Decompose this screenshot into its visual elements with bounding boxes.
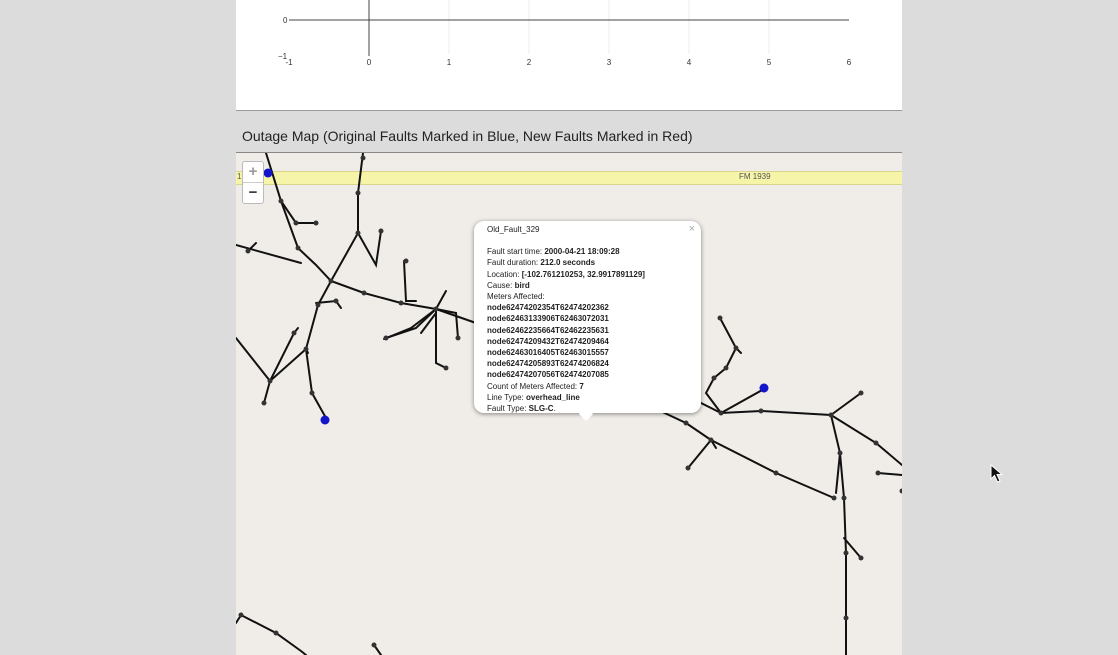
map-title: Outage Map (Original Faults Marked in Bl…	[242, 128, 693, 144]
popup-title: Old_Fault_329	[487, 225, 540, 234]
fault-popup: × Old_Fault_329 Fault start time: 2000-0…	[474, 221, 701, 422]
popup-linetype-row: Line Type: overhead_line	[487, 392, 691, 403]
line-type-label: Line Type:	[487, 392, 524, 402]
x-tick: 1	[447, 58, 452, 67]
road-fm-1939	[236, 171, 902, 185]
road-label-left: 19	[237, 172, 246, 181]
meter-item: node62474209432T62474209464	[487, 336, 609, 346]
fault-marker[interactable]	[759, 383, 769, 393]
x-tick: 3	[607, 58, 612, 67]
meter-item: node62463133906T62463072031	[487, 314, 609, 324]
popup-start-row: Fault start time: 2000-04-21 18:09:28	[487, 246, 691, 257]
popup-duration-row: Fault duration: 212.0 seconds	[487, 257, 691, 268]
chart-panel: 0 −1 -1 0 1 2 3 4 5 6	[236, 0, 902, 111]
close-icon[interactable]: ×	[688, 223, 695, 235]
duration-value: 212.0 seconds	[540, 258, 596, 268]
cause-value: bird	[514, 280, 530, 290]
x-tick: 2	[527, 58, 532, 67]
zoom-out-button[interactable]: −	[243, 182, 263, 203]
location-value: [-102.761210253, 32.9917891129]	[521, 269, 645, 279]
fault-marker[interactable]	[263, 168, 273, 178]
x-tick: 4	[687, 58, 692, 67]
fault-marker[interactable]	[320, 415, 330, 425]
count-value: 7	[579, 381, 584, 391]
chart-plot: 0 −1 -1 0 1 2 3 4 5 6	[278, 0, 852, 67]
line-type-value: overhead_line	[526, 392, 580, 402]
mouse-cursor-icon	[990, 464, 1004, 483]
popup-location-row: Location: [-102.761210253, 32.9917891129…	[487, 269, 691, 280]
y-tick-top: 0	[283, 16, 288, 25]
fault-type-suffix: .	[553, 404, 556, 414]
zoom-in-button[interactable]: +	[248, 163, 258, 180]
fault-type-label: Fault Type:	[487, 404, 527, 414]
location-label: Location:	[487, 269, 520, 279]
meter-item: node62474205893T62474206824	[487, 359, 609, 369]
road-label: FM 1939	[738, 172, 772, 181]
x-tick: 0	[367, 58, 372, 67]
meter-item: node62463016405T62463015557	[487, 348, 609, 358]
start-value: 2000-04-21 18:09:28	[544, 247, 620, 257]
meter-item: node62462235664T62462235631	[487, 325, 609, 335]
cause-label: Cause:	[487, 280, 513, 290]
network-lines	[236, 153, 902, 655]
meter-item: node62474207056T62474207085	[487, 370, 609, 380]
x-tick: -1	[285, 58, 293, 67]
zoom-control: + −	[242, 161, 264, 204]
count-label: Count of Meters Affected:	[487, 381, 578, 391]
duration-label: Fault duration:	[487, 258, 539, 268]
popup-count-row: Count of Meters Affected: 7	[487, 381, 691, 392]
start-label: Fault start time:	[487, 247, 543, 257]
x-tick: 6	[847, 58, 852, 67]
x-tick: 5	[767, 58, 772, 67]
popup-faulttype-row: Fault Type: SLG-C.	[487, 403, 691, 414]
y-tick-bottom: −1	[278, 52, 288, 61]
meters-label: Meters Affected:	[487, 292, 545, 302]
popup-cause-row: Cause: bird	[487, 280, 691, 291]
fault-type-value: SLG-C	[528, 404, 554, 414]
meter-item: node62474202354T62474202362	[487, 303, 609, 313]
